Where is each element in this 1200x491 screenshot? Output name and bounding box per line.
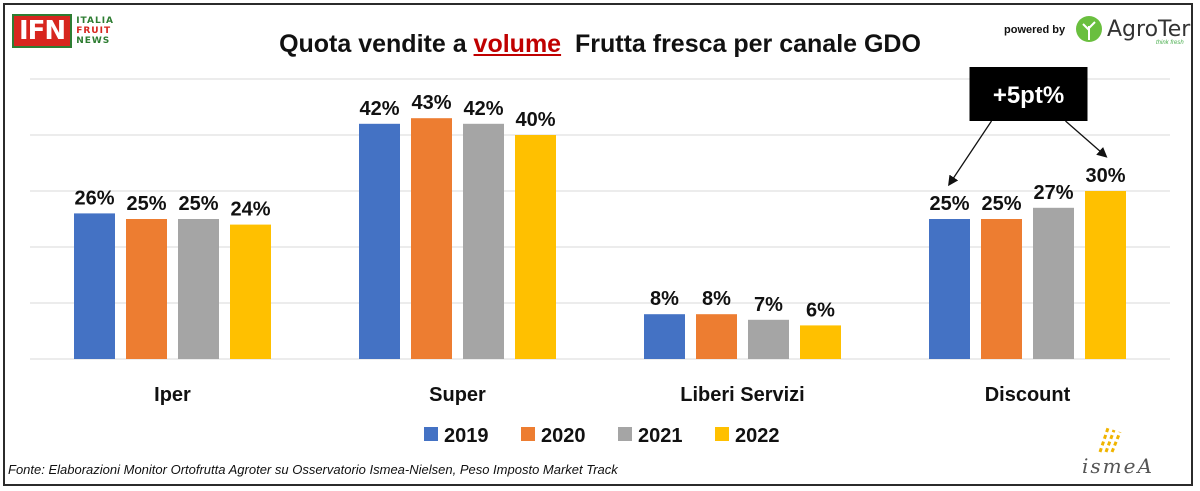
ifn-logo-line1: ITALIA: [76, 16, 115, 26]
data-label: 25%: [929, 193, 969, 215]
data-label: 40%: [515, 109, 555, 131]
ismea-wordmark: ismeA: [1082, 454, 1154, 478]
data-label: 27%: [1033, 182, 1073, 204]
legend-label: 2021: [638, 425, 683, 447]
legend-swatch: [618, 427, 632, 441]
bar: [74, 213, 115, 359]
ifn-logo-line3: NEWS: [76, 36, 111, 46]
bar: [929, 219, 970, 359]
data-label: 6%: [806, 299, 835, 321]
title-part1: Quota vendite a: [279, 30, 474, 58]
agroter-brand: AgroTer: [1107, 16, 1191, 42]
callout-box: [969, 67, 1088, 121]
category-label: Iper: [154, 384, 191, 406]
category-labels: Iper Super Liberi Servizi Discount: [154, 384, 1070, 406]
category-label: Super: [429, 384, 486, 406]
annotation-callout: +5pt%: [948, 67, 1108, 187]
callout-text: +5pt%: [993, 82, 1064, 109]
title-part2: Frutta fresca per canale GDO: [561, 30, 921, 58]
legend: 2019 2020 2021 2022: [424, 425, 780, 447]
ismea-logo: ismeA: [1078, 424, 1168, 480]
data-label: 24%: [230, 199, 270, 221]
bar: [1085, 191, 1126, 359]
data-labels: 26% 25% 25% 24% 42% 43% 42% 40% 8% 8% 7% 6% 25% 25% 27…: [74, 92, 1125, 321]
bar: [411, 118, 452, 359]
data-label: 7%: [754, 294, 783, 316]
bar: [800, 325, 841, 359]
data-label: 8%: [650, 288, 679, 310]
callout-arrow-left: [948, 120, 993, 187]
category-label: Liberi Servizi: [680, 384, 805, 406]
bar: [359, 123, 400, 359]
bar: [696, 314, 737, 359]
ifn-logo-mark: IFN: [12, 14, 73, 48]
ifn-logo-line2: FRUIT: [76, 26, 112, 36]
ismea-wheat-icon: [1098, 427, 1122, 453]
agroter-leaf-icon: [1076, 16, 1102, 42]
legend-label: 2019: [444, 425, 489, 447]
data-label: 30%: [1085, 165, 1125, 187]
data-label: 25%: [126, 193, 166, 215]
bar: [981, 219, 1022, 359]
bar: [463, 123, 504, 359]
data-label: 26%: [74, 187, 114, 209]
bars: [74, 118, 1126, 359]
italia-fruit-news-logo: IFN ITALIA FRUIT NEWS: [12, 14, 114, 48]
data-label: 43%: [411, 92, 451, 114]
legend-label: 2020: [541, 425, 586, 447]
title-highlight: volume: [473, 30, 562, 58]
bar: [1033, 207, 1074, 359]
agroter-tagline: think fresh: [1156, 40, 1184, 46]
powered-by-label: powered by: [1004, 24, 1066, 36]
callout-arrow-right: [1065, 120, 1108, 158]
category-label: Discount: [985, 384, 1071, 406]
data-label: 42%: [463, 98, 503, 120]
chart-title: Quota vendite a volume Frutta fresca per…: [0, 30, 1200, 59]
bar: [230, 224, 271, 359]
source-footnote: Fonte: Elaborazioni Monitor Ortofrutta A…: [8, 462, 618, 477]
bar: [644, 314, 685, 359]
bar: [748, 319, 789, 359]
data-label: 42%: [359, 98, 399, 120]
bar: [126, 219, 167, 359]
bar: [178, 219, 219, 359]
agroter-logo: AgroTer think fresh: [1074, 14, 1191, 46]
legend-swatch: [715, 427, 729, 441]
data-label: 25%: [981, 193, 1021, 215]
legend-swatch: [521, 427, 535, 441]
gridlines: [30, 78, 1170, 360]
bar: [515, 135, 556, 359]
data-label: 25%: [178, 193, 218, 215]
legend-swatch: [424, 427, 438, 441]
data-label: 8%: [702, 288, 731, 310]
legend-label: 2022: [735, 425, 780, 447]
